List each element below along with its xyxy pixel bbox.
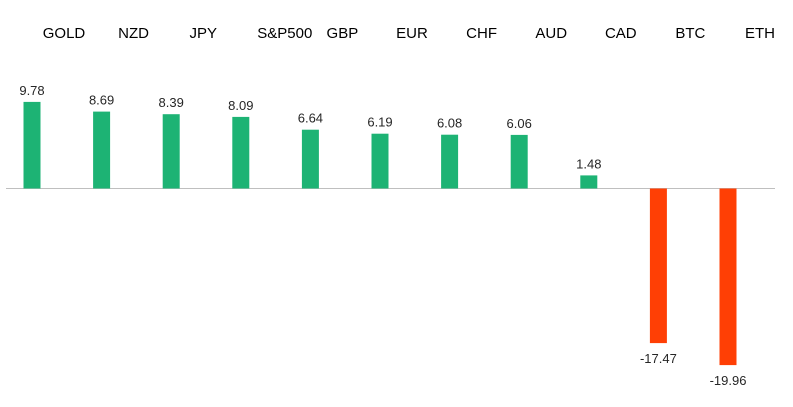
category-label: GBP xyxy=(327,25,359,42)
data-label: 8.39 xyxy=(159,95,184,110)
category-labels: GOLD NZD JPY S&P500 GBP EUR CHF AUD CAD BTC ETH xyxy=(43,25,775,42)
data-label: -19.96 xyxy=(710,373,747,388)
bar-chf xyxy=(441,134,459,189)
bar-jpy xyxy=(162,114,180,189)
category-label: EUR xyxy=(396,25,428,42)
category-label: CHF xyxy=(466,25,497,42)
bar-aud xyxy=(510,134,528,189)
category-label: BTC xyxy=(675,25,705,42)
data-label: 6.64 xyxy=(298,111,323,126)
data-labels: 9.78 8.69 8.39 8.09 6.64 6.19 6.08 6.06 1.48 -17.… xyxy=(19,83,746,388)
bar-series xyxy=(23,101,737,366)
data-label: 1.48 xyxy=(576,156,601,171)
bar-gbp xyxy=(301,129,319,189)
category-label: NZD xyxy=(118,25,149,42)
data-label: 9.78 xyxy=(19,83,44,98)
bar-nzd xyxy=(93,111,111,189)
category-label: GOLD xyxy=(43,25,86,42)
data-label: 8.09 xyxy=(228,98,253,113)
data-label: -17.47 xyxy=(640,351,677,366)
data-label: 6.06 xyxy=(507,116,532,131)
category-label: S&P500 xyxy=(257,25,312,42)
data-label: 6.08 xyxy=(437,116,462,131)
category-label: AUD xyxy=(535,25,567,42)
bar-eth xyxy=(719,188,737,366)
category-label: JPY xyxy=(189,25,217,42)
data-label: 8.69 xyxy=(89,93,114,108)
bar-btc xyxy=(649,188,667,344)
data-label: 6.19 xyxy=(367,115,392,130)
bar-cad xyxy=(580,175,598,189)
bar-gold xyxy=(23,101,41,189)
bar-sp500 xyxy=(232,116,250,189)
bar-eur xyxy=(371,133,389,189)
category-label: CAD xyxy=(605,25,637,42)
category-label: ETH xyxy=(745,25,775,42)
